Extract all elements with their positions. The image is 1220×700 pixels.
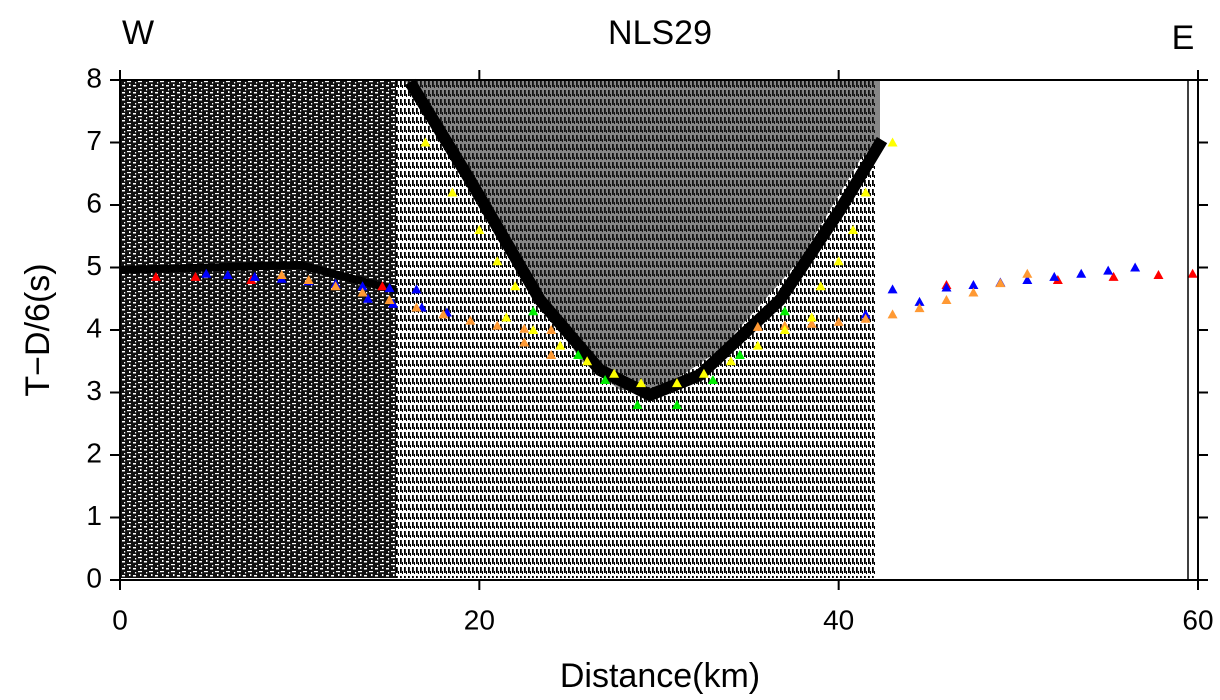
pick-marker [510,281,521,291]
pick-marker [806,318,817,328]
pick-marker [420,137,431,147]
pick-marker [698,368,709,378]
pick-marker [357,287,368,297]
pick-marker [887,284,898,294]
pick-marker [249,271,260,281]
x-tick-label: 40 [823,604,854,635]
pick-marker [492,256,503,266]
pick-marker [779,306,790,316]
y-tick-label: 6 [86,187,102,218]
pick-marker [1130,262,1141,272]
pick-marker [190,271,201,281]
y-tick-label: 4 [86,312,102,343]
pick-marker [384,295,395,304]
pick-marker [519,337,530,347]
pick-marker [1049,271,1060,281]
pick-marker [411,284,422,294]
pick-marker [357,281,368,291]
pick-marker [833,256,844,266]
pick-marker [636,378,647,388]
pick-marker [995,278,1006,288]
pick-marker [465,315,476,325]
pick-marker [671,400,682,409]
pick-marker [528,306,539,316]
pick-marker [860,313,871,323]
pick-marker [411,302,422,312]
pick-marker [377,281,388,291]
pick-marker [201,268,212,278]
pick-marker [914,296,925,306]
y-tick-label: 5 [86,250,102,281]
pick-marker [941,295,952,304]
y-axis-title: T−D/6(s) [19,263,57,396]
pick-marker [752,340,763,350]
y-tick-label: 2 [86,437,102,468]
x-tick-label: 0 [112,604,128,635]
pick-marker [1187,268,1198,278]
y-tick-label: 0 [86,562,102,593]
pick-marker [362,293,373,303]
pick-marker [303,275,314,284]
x-tick-label: 20 [464,604,495,635]
pick-marker [546,325,557,334]
pick-marker [1022,275,1033,284]
pick-marker [848,225,859,234]
pick-marker [492,320,503,330]
pick-marker [609,368,620,378]
pick-marker [546,350,557,359]
pick-marker [330,281,341,291]
pick-marker [150,271,161,281]
pick-marker [474,225,485,234]
pick-marker [582,356,593,366]
pick-marker [1076,268,1087,278]
pick-marker [519,323,530,333]
pick-marker [779,325,790,334]
pick-marker [860,187,871,197]
pick-marker [573,350,584,359]
pick-marker [968,280,979,289]
pick-marker [1108,271,1119,281]
pick-marker [222,270,233,279]
pick-marker [276,270,287,279]
east-label: E [1172,19,1195,57]
pick-marker [806,312,817,322]
chart-title: NLS29 [608,14,712,52]
y-tick-label: 3 [86,375,102,406]
pick-marker [887,137,898,147]
pick-marker [501,312,512,322]
pick-marker [671,378,682,388]
pick-marker [887,309,898,319]
west-label: W [122,14,154,52]
pick-marker [833,316,844,326]
pick-marker [707,375,718,384]
seismic-image [119,78,888,578]
pick-marker [438,309,449,319]
pick-marker [734,350,745,359]
pick-marker [725,356,736,366]
pick-marker [1022,268,1033,278]
y-tick-label: 8 [86,62,102,93]
pick-marker [632,400,643,409]
pick-marker [815,281,826,291]
pick-marker [384,283,395,293]
x-axis-title: Distance(km) [560,657,760,695]
x-tick-label: 60 [1182,604,1213,635]
y-tick-label: 7 [86,125,102,156]
pick-marker [555,340,566,350]
pick-marker [1153,270,1164,279]
pick-marker [447,187,458,197]
pick-marker [1103,265,1114,275]
pick-marker [941,282,952,292]
pick-marker [600,375,611,384]
pick-marker [968,287,979,297]
pick-marker [914,303,925,313]
pick-marker [528,325,539,334]
pick-marker [752,321,763,331]
y-tick-label: 1 [86,500,102,531]
